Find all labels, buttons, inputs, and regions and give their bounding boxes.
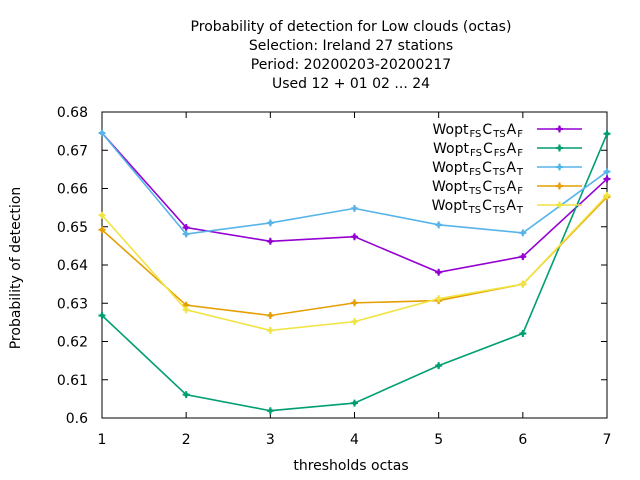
x-tick-label: 1 [98, 432, 107, 448]
x-axis-label: thresholds octas [293, 458, 408, 474]
chart-title: Probability of detection for Low clouds … [191, 19, 512, 92]
plot-frame [101, 111, 608, 419]
data-point-marker [352, 300, 357, 306]
legend-entry-4: WoptTSCTSAF [432, 179, 523, 197]
data-point-marker [436, 296, 441, 301]
data-point-marker [99, 313, 105, 318]
x-axis: 1 2 3 4 5 6 7 [98, 112, 612, 448]
legend-marker-dot [557, 126, 562, 132]
legend-entry-3: WoptFSCTSAT [432, 160, 524, 178]
y-tick-label: 0.64 [57, 258, 88, 274]
legend-marker-dot [557, 202, 562, 208]
y-tick-label: 0.68 [57, 105, 88, 121]
title-line: Probability of detection for Low clouds … [191, 19, 512, 35]
data-point-marker [604, 193, 610, 198]
data-point-marker [268, 313, 273, 318]
y-tick-label: 0.65 [57, 220, 88, 236]
legend-entry-5: WoptTSCTSAT [432, 198, 524, 216]
data-point-marker [99, 130, 105, 136]
legend-marker-dot [557, 183, 562, 189]
y-tick-label: 0.6 [66, 411, 88, 427]
x-tick-label: 4 [350, 432, 359, 448]
data-point-marker [183, 225, 189, 230]
data-point-marker [183, 231, 189, 237]
data-point-marker [268, 408, 273, 413]
data-point-marker [352, 319, 357, 324]
y-tick-label: 0.62 [57, 335, 88, 351]
y-axis: 0.6 0.61 0.62 0.63 0.64 0.65 0.66 0.67 0.68 [57, 105, 607, 427]
data-point-marker [520, 281, 526, 287]
data-point-marker [520, 230, 526, 236]
x-tick-label: 2 [182, 432, 191, 448]
data-point-marker [436, 363, 441, 368]
data-point-marker [520, 254, 526, 259]
data-point-marker [352, 400, 357, 406]
data-point-marker [604, 131, 610, 137]
title-line: Period: 20200203-20200217 [251, 57, 451, 73]
data-point-marker [99, 227, 105, 233]
x-tick-label: 6 [518, 432, 527, 448]
y-tick-label: 0.66 [57, 182, 88, 198]
legend-entry-2: WoptFSCFSAF [433, 141, 523, 159]
x-tick-label: 7 [603, 432, 612, 448]
legend-entry-1: WoptFSCTSAF [433, 122, 524, 140]
series-line-4 [101, 196, 608, 317]
series-line-5 [101, 194, 608, 332]
data-point-marker [436, 222, 441, 228]
data-point-marker [99, 213, 105, 218]
y-tick-label: 0.61 [57, 373, 88, 389]
y-axis-label: Probability of detection [8, 187, 24, 350]
data-point-marker [183, 302, 189, 308]
title-line: Used 12 + 01 02 ... 24 [272, 76, 430, 92]
series-lines [98, 129, 611, 415]
x-tick-label: 5 [434, 432, 443, 448]
data-point-marker [520, 331, 526, 336]
title-line: Selection: Ireland 27 stations [249, 38, 453, 54]
x-tick-label: 3 [266, 432, 275, 448]
data-point-marker [268, 328, 273, 333]
legend-marker-dot [557, 164, 562, 170]
data-point-marker [268, 239, 273, 244]
series-line-1 [101, 132, 608, 274]
data-point-marker [183, 392, 189, 397]
data-point-marker [604, 169, 610, 174]
legend: WoptFSCTSAFWoptFSCFSAFWoptFSCTSATWoptTSC… [432, 122, 582, 216]
data-point-marker [352, 206, 357, 211]
data-point-marker [352, 234, 357, 239]
y-tick-label: 0.63 [57, 296, 88, 312]
data-point-marker [604, 176, 610, 182]
data-point-marker [436, 270, 441, 275]
legend-marker-dot [557, 145, 562, 151]
data-point-marker [268, 220, 273, 226]
series-line-2 [101, 133, 608, 412]
y-tick-label: 0.67 [57, 143, 88, 159]
data-point-marker [183, 307, 189, 312]
